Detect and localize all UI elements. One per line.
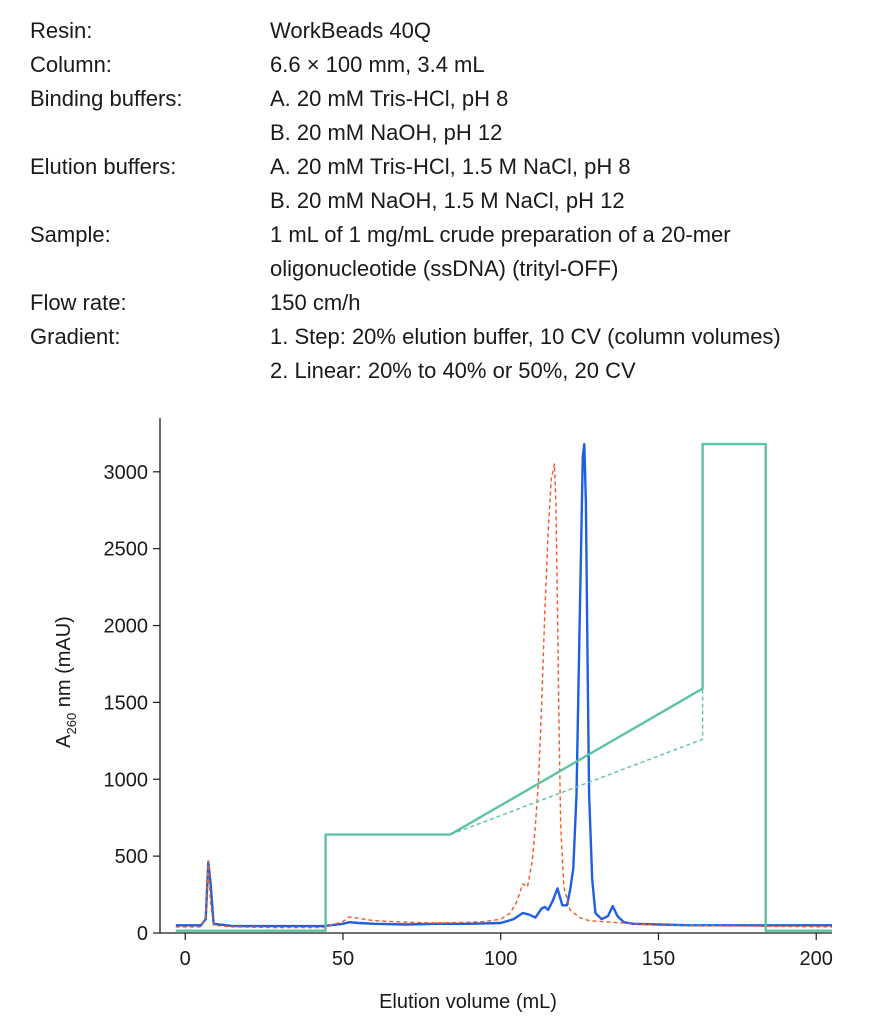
parameter-value: 6.6 × 100 mm, 3.4 mL: [270, 52, 485, 77]
y-axis-label: A260 nm (mAU): [53, 616, 79, 748]
series-line-3: [175, 442, 832, 932]
parameter-label: Flow rate:: [30, 290, 127, 315]
parameter-row: 2. Linear: 20% to 40% or 50%, 20 CV: [30, 354, 781, 388]
parameter-label: Elution buffers:: [30, 154, 177, 179]
parameter-row: B. 20 mM NaOH, pH 12: [30, 116, 781, 150]
x-tick-label: 200: [800, 948, 833, 970]
parameter-value: A. 20 mM Tris-HCl, pH 8: [270, 86, 509, 111]
parameter-label: Binding buffers:: [30, 86, 183, 111]
y-tick-label: 2500: [104, 539, 149, 561]
series-line-2: [175, 463, 833, 929]
chromatogram-chart: 0 50 100 150 200 0 500 1000 1500 2000 2500 3000 El…: [53, 418, 833, 1013]
y-tick-label: 500: [115, 846, 148, 868]
parameter-label: Column:: [30, 52, 112, 77]
x-tick-label: 100: [484, 948, 517, 970]
parameter-value: A. 20 mM Tris-HCl, 1.5 M NaCl, pH 8: [270, 154, 631, 179]
method-parameters: Resin: WorkBeads 40Q Column: 6.6 × 100 mm, …: [30, 14, 781, 388]
parameter-label: Resin:: [30, 18, 93, 43]
parameter-row: B. 20 mM NaOH, 1.5 M NaCl, pH 12: [30, 184, 781, 218]
y-tick-label: 1500: [104, 692, 149, 714]
x-ticks: 0 50 100 150 200: [180, 933, 833, 970]
parameter-row: oligonucleotide (ssDNA) (trityl-OFF): [30, 252, 781, 286]
parameter-value: oligonucleotide (ssDNA) (trityl-OFF): [270, 256, 619, 281]
parameter-value: WorkBeads 40Q: [270, 18, 432, 43]
parameter-label: Gradient:: [30, 324, 121, 349]
parameter-label: Sample:: [30, 222, 111, 247]
x-tick-label: 50: [332, 948, 354, 970]
y-tick-label: 1000: [104, 769, 149, 791]
parameter-row: Flow rate: 150 cm/h: [30, 286, 781, 320]
y-ticks: 0 500 1000 1500 2000 2500 3000: [104, 462, 160, 945]
y-tick-label: 0: [137, 923, 148, 945]
parameter-value: B. 20 mM NaOH, 1.5 M NaCl, pH 12: [270, 188, 625, 213]
parameter-row: Binding buffers: A. 20 mM Tris-HCl, pH 8: [30, 82, 781, 116]
parameter-value: 1 mL of 1 mg/mL crude preparation of a 2…: [270, 222, 731, 247]
x-axis-label: Elution volume (mL): [379, 991, 557, 1013]
x-tick-label: 150: [642, 948, 675, 970]
parameter-row: Resin: WorkBeads 40Q: [30, 14, 781, 48]
x-tick-label: 0: [180, 948, 191, 970]
parameter-value: 1. Step: 20% elution buffer, 10 CV (colu…: [270, 324, 781, 349]
parameter-row: Elution buffers: A. 20 mM Tris-HCl, 1.5 M…: [30, 150, 781, 184]
series-line-4: [175, 443, 832, 932]
parameter-value: 150 cm/h: [270, 290, 361, 315]
y-tick-label: 3000: [104, 462, 149, 484]
parameter-value: 2. Linear: 20% to 40% or 50%, 20 CV: [270, 358, 636, 383]
parameter-row: Gradient: 1. Step: 20% elution buffer, 10…: [30, 320, 781, 354]
parameter-value: B. 20 mM NaOH, pH 12: [270, 120, 503, 145]
series-line-1: [175, 442, 832, 928]
parameter-row: Column: 6.6 × 100 mm, 3.4 mL: [30, 48, 781, 82]
plot-series: [175, 442, 833, 932]
y-tick-label: 2000: [104, 616, 149, 638]
parameter-row: Sample: 1 mL of 1 mg/mL crude preparation…: [30, 218, 781, 252]
